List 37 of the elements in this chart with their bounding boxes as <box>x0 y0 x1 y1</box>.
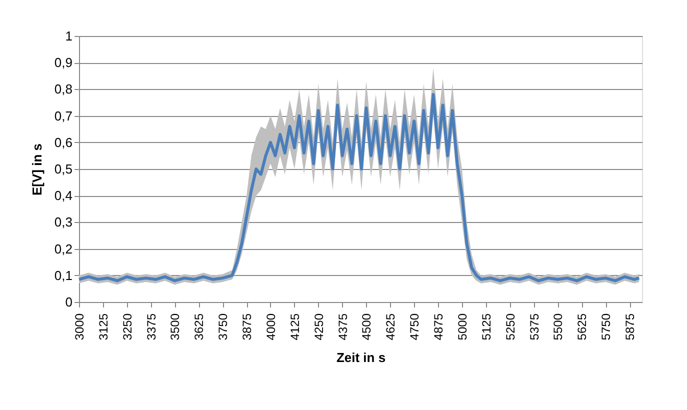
x-tick-label: 3250 <box>120 313 134 340</box>
x-tick-label: 5625 <box>575 313 590 340</box>
x-tick-label: 3875 <box>240 313 254 340</box>
y-tick-label: 0,9 <box>54 55 72 70</box>
x-tick-label: 5375 <box>527 313 542 340</box>
x-tick-label: 4625 <box>384 313 398 340</box>
x-tick-label: 5750 <box>599 313 614 340</box>
x-tick-label: 5000 <box>455 313 470 340</box>
x-tick-label: 5875 <box>623 313 638 340</box>
y-tick-label: 0,8 <box>54 82 72 97</box>
y-tick-label: 0 <box>65 294 72 310</box>
y-axis-title: E[V] in s <box>29 143 44 196</box>
y-tick-label: 0,5 <box>54 162 72 176</box>
x-tick-label: 3000 <box>72 313 86 340</box>
x-tick-label: 3125 <box>96 313 110 340</box>
x-tick-label: 3750 <box>216 313 230 340</box>
x-tick-label: 4250 <box>312 313 326 340</box>
x-tick-label: 4000 <box>264 313 278 340</box>
y-tick-label: 0,4 <box>54 188 72 204</box>
y-tick-label: 0,2 <box>54 241 72 256</box>
x-tick-label: 3500 <box>168 313 182 340</box>
y-tick-label: 0,6 <box>54 134 72 150</box>
x-tick-label: 4500 <box>360 313 374 340</box>
x-tick-label: 4125 <box>288 313 302 340</box>
x-tick-label: 5250 <box>503 313 518 340</box>
x-tick-label: 3375 <box>144 313 158 340</box>
x-tick-label: 3625 <box>192 313 206 340</box>
x-tick-label: 4875 <box>432 313 446 340</box>
y-tick-label: 1 <box>65 28 72 44</box>
x-tick-label: 4750 <box>408 313 422 340</box>
y-tick-label: 0,1 <box>54 268 72 283</box>
x-tick-label: 5125 <box>479 313 494 340</box>
y-tick-label: 0,3 <box>54 214 72 230</box>
x-axis-title: Zeit in s <box>336 350 386 366</box>
x-tick-label: 5500 <box>551 313 566 340</box>
y-tick-label: 0,7 <box>54 108 72 124</box>
x-tick-label: 4375 <box>336 313 350 340</box>
